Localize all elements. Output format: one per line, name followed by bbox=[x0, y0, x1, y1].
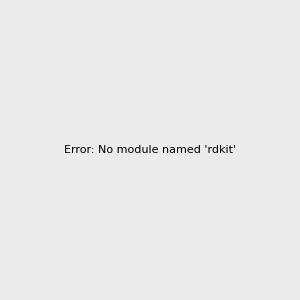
Text: Error: No module named 'rdkit': Error: No module named 'rdkit' bbox=[64, 145, 236, 155]
